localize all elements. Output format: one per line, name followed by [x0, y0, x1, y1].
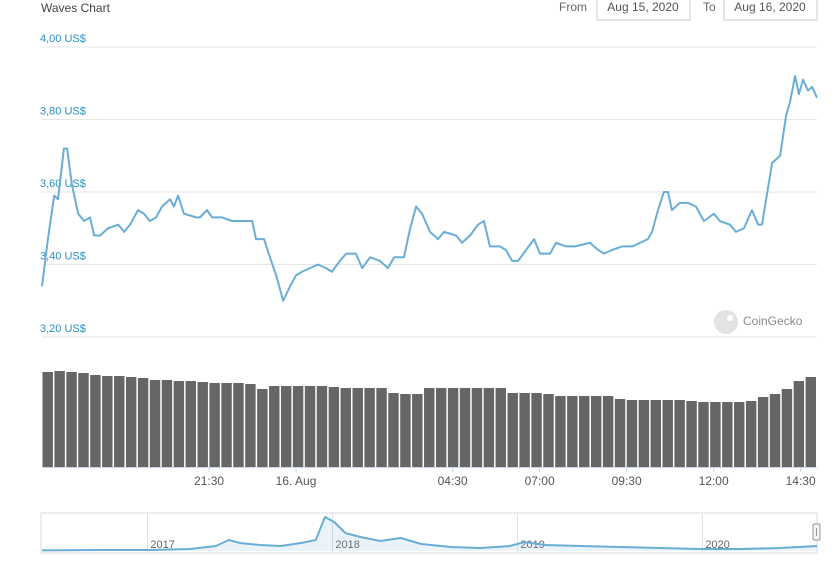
y-tick-label: 3,60 US$ — [40, 178, 86, 190]
chart-title: Waves Chart — [41, 1, 111, 15]
to-label: To — [703, 0, 716, 14]
volume-bar — [483, 388, 495, 467]
volume-bar — [567, 396, 578, 467]
watermark-text: CoinGecko — [743, 314, 803, 328]
volume-bar — [757, 397, 769, 467]
y-tick-label: 4,00 US$ — [40, 33, 86, 45]
volume-bar — [137, 378, 149, 467]
volume-bar — [257, 389, 268, 467]
volume-bar — [149, 380, 161, 467]
volume-bar — [316, 386, 328, 467]
volume-bar — [471, 388, 483, 467]
price-line — [41, 75, 818, 302]
volume-bar — [221, 383, 232, 467]
volume-bar — [114, 376, 125, 467]
navigator-tick-label: 2018 — [335, 539, 359, 551]
volume-bar — [710, 402, 721, 467]
y-tick-label: 3,40 US$ — [40, 250, 86, 262]
volume-bar — [555, 396, 566, 467]
volume-bar — [90, 375, 101, 467]
price-line — [41, 516, 818, 552]
volume-bar — [769, 394, 781, 467]
volume-bar — [233, 383, 244, 467]
volume-bar — [352, 388, 363, 467]
x-tick-label: 16. Aug — [276, 474, 317, 488]
volume-bar — [722, 402, 733, 467]
volume-bar — [793, 381, 805, 467]
volume-bar — [507, 393, 518, 467]
volume-bar — [185, 381, 196, 467]
watermark-icon-eye — [727, 315, 733, 321]
from-date-box[interactable] — [596, 0, 691, 21]
volume-bar — [66, 372, 77, 467]
x-tick-label: 07:00 — [525, 474, 555, 488]
volume-bar — [674, 400, 685, 467]
volume-bar — [125, 377, 137, 467]
volume-bar — [734, 402, 745, 467]
volume-bar — [54, 371, 65, 467]
from-date[interactable]: Aug 15, 2020 — [607, 0, 679, 14]
volume-bar — [364, 388, 375, 467]
navigator-tick-label: 2017 — [150, 539, 174, 551]
volume-bar — [280, 386, 292, 467]
volume-bar — [614, 399, 626, 467]
volume-bar — [459, 388, 471, 467]
navigator-tick-label: 2020 — [705, 539, 729, 551]
volume-bar — [412, 394, 423, 467]
to-date-box[interactable] — [723, 0, 818, 21]
watermark: CoinGecko — [714, 310, 803, 334]
volume-bar — [805, 377, 816, 467]
y-tick-label: 3,80 US$ — [40, 105, 86, 117]
volume-bar — [447, 388, 459, 467]
volume-bar — [781, 389, 793, 467]
volume-bar — [328, 387, 340, 467]
watermark-icon — [714, 310, 738, 334]
volume-bar — [245, 384, 256, 467]
volume-bar — [42, 372, 53, 467]
volume-bar — [376, 388, 387, 467]
volume-bar — [400, 394, 411, 467]
volume-bar — [543, 394, 554, 467]
volume-bar — [590, 396, 602, 467]
volume-bar — [161, 380, 173, 467]
x-tick-label: 14:30 — [786, 474, 816, 488]
x-tick-label: 12:00 — [699, 474, 729, 488]
volume-bar — [698, 402, 709, 467]
volume-bar — [78, 373, 89, 467]
volume-bar — [686, 401, 697, 467]
x-tick-label: 09:30 — [612, 474, 642, 488]
volume-bar — [519, 393, 530, 467]
volume-bar — [173, 381, 185, 467]
volume-bar — [531, 393, 542, 467]
volume-bar — [304, 386, 316, 467]
volume-bar — [495, 388, 506, 467]
volume-bar — [435, 388, 447, 467]
volume-bar — [388, 393, 399, 467]
volume-bar — [102, 376, 113, 467]
volume-bar — [209, 383, 220, 467]
volume-bar — [579, 396, 590, 467]
from-label: From — [559, 0, 587, 14]
y-tick-label: 3,20 US$ — [40, 323, 86, 335]
volume-bar — [662, 400, 673, 467]
volume-bar — [602, 396, 614, 467]
volume-bar — [269, 386, 280, 467]
volume-bar — [650, 400, 661, 467]
volume-bar — [292, 386, 304, 467]
volume-bar — [626, 400, 638, 467]
volume-bar — [638, 400, 650, 467]
x-tick-label: 21:30 — [194, 474, 224, 488]
volume-bar — [745, 401, 757, 467]
to-date[interactable]: Aug 16, 2020 — [734, 0, 806, 14]
volume-bar — [424, 388, 435, 467]
volume-bar — [340, 388, 351, 467]
volume-bar — [197, 382, 208, 467]
x-tick-label: 04:30 — [438, 474, 468, 488]
